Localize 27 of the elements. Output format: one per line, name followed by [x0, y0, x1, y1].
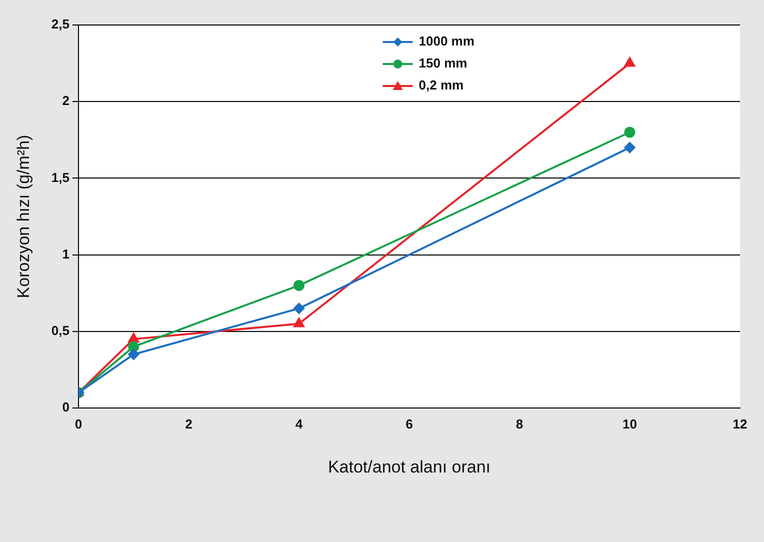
x-tick-label: 4: [295, 416, 304, 432]
y-tick-label: 2: [62, 93, 70, 108]
y-axis-title: Korozyon hızı (g/m²h): [14, 134, 33, 298]
point: [624, 126, 636, 138]
y-tick-label: 0: [62, 400, 70, 415]
x-tick-label: 0: [74, 416, 82, 432]
legend-label: 0,2 mm: [418, 78, 464, 93]
point: [294, 318, 304, 328]
y-tick-label: 1,5: [51, 170, 70, 185]
legend-label: 1000 mm: [418, 34, 474, 49]
y-tick-label: 1: [62, 246, 70, 262]
y-tick-label: 2,5: [51, 16, 70, 32]
x-tick-label: 2: [185, 416, 192, 432]
point: [624, 57, 636, 67]
x-tick-label: 8: [516, 416, 524, 432]
x-axis-title: Katot/anot alanı oranı: [328, 457, 491, 476]
x-tick-label: 12: [732, 416, 748, 432]
point: [624, 142, 636, 154]
point: [293, 302, 304, 314]
point: [128, 341, 140, 352]
x-tick-label: 10: [622, 416, 637, 432]
point: [128, 333, 139, 343]
point: [293, 280, 304, 291]
y-tick-label: 0,5: [51, 322, 70, 338]
legend-label: 150 mm: [418, 56, 468, 71]
point: [128, 348, 140, 360]
x-tick-label: 6: [406, 416, 413, 432]
